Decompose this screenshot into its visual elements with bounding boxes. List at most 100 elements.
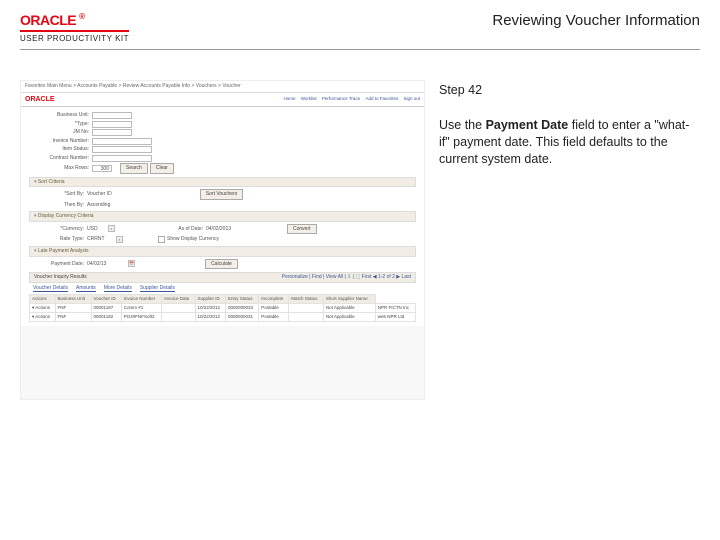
show-display-currency-checkbox[interactable]	[158, 236, 165, 243]
field-label: Item Status:	[29, 146, 89, 153]
input-field[interactable]	[92, 129, 132, 136]
search-button[interactable]: Search	[120, 163, 148, 174]
rate-type-field[interactable]: CRRNT	[87, 236, 115, 243]
form-row: JM No:	[29, 129, 416, 136]
table-cell: 00001187	[91, 303, 121, 312]
convert-button[interactable]: Convert	[287, 224, 317, 235]
table-cell	[289, 303, 324, 312]
app-brand: ORACLE	[25, 95, 55, 104]
link-worklist[interactable]: Worklist	[301, 96, 317, 101]
table-cell: Comm #1	[121, 303, 161, 312]
column-header[interactable]: Invoice Date	[162, 295, 195, 304]
field-label: Invoice Number:	[29, 138, 89, 145]
tab-amounts[interactable]: Amounts	[76, 285, 96, 293]
table-cell: Not Applicable	[323, 312, 375, 321]
link-perf-trace[interactable]: Performance Trace	[322, 96, 360, 101]
rate-type-label: Rate Type:	[29, 236, 84, 243]
form-row: Invoice Number:	[29, 138, 416, 145]
form-row: Contract Number:	[29, 155, 416, 162]
product-subtitle: USER PRODUCTIVITY KIT	[20, 30, 129, 43]
table-cell: 10/22/2012	[195, 303, 226, 312]
table-row[interactable]: ▾ ActionsFNF00001187Comm #110/22/2012000…	[30, 303, 416, 312]
column-header[interactable]: Business Unit	[55, 295, 91, 304]
calendar-icon[interactable]: 📅	[128, 260, 135, 267]
sort-by-label: *Sort By:	[29, 191, 84, 198]
field-label: Contract Number:	[29, 155, 89, 162]
input-field[interactable]	[92, 155, 152, 162]
field-label: JM No:	[29, 129, 89, 136]
results-grid: ActionsBusiness UnitVoucher IDInvoice Nu…	[29, 294, 416, 322]
page-header: ORACLE® USER PRODUCTIVITY KIT Reviewing …	[20, 12, 700, 50]
instruction-text: Use the Payment Date field to enter a "w…	[439, 117, 699, 168]
input-field[interactable]	[92, 146, 152, 153]
table-cell	[162, 312, 195, 321]
column-header[interactable]: Supplier ID	[195, 295, 226, 304]
input-field[interactable]	[92, 138, 152, 145]
currency-field[interactable]: USD	[87, 226, 107, 233]
payment-date-label: Payment Date:	[29, 261, 84, 268]
column-header[interactable]: Invoice Number	[121, 295, 161, 304]
oracle-logo: ORACLE®	[20, 12, 129, 28]
link-signout[interactable]: Sign out	[403, 96, 420, 101]
table-cell: 10/22/2012	[195, 312, 226, 321]
field-label: *Type:	[29, 121, 89, 128]
highlight-field-name: Payment Date	[486, 118, 569, 132]
form-row: Item Status:	[29, 146, 416, 153]
lookup-icon[interactable]: ⌕	[108, 225, 115, 232]
tab-supplier-details[interactable]: Supplier Details	[140, 285, 175, 293]
max-rows-label: Max Rows:	[29, 165, 89, 172]
column-header[interactable]: Entry Status	[226, 295, 259, 304]
column-header[interactable]: Short Supplier Name	[323, 295, 375, 304]
results-pager[interactable]: Personalize | Find | View All | ⇩ | ⬚ Fi…	[282, 274, 411, 281]
form-row: Business Unit:	[29, 112, 416, 119]
app-screenshot: Favorites Main Menu > Accounts Payable >…	[20, 80, 425, 400]
table-cell: ▾ Actions	[30, 312, 56, 321]
max-rows-field[interactable]: 300	[92, 165, 112, 172]
content-area: Favorites Main Menu > Accounts Payable >…	[20, 80, 700, 400]
table-cell: 0000000033	[226, 303, 259, 312]
max-rows-row: Max Rows: 300 Search Clear	[29, 163, 416, 174]
calculate-button[interactable]: Calculate	[205, 259, 238, 270]
sort-by-field[interactable]: Voucher ID	[87, 191, 127, 198]
column-header[interactable]: Match Status	[289, 295, 324, 304]
input-field[interactable]	[92, 121, 132, 128]
then-by-field[interactable]: Ascending	[87, 202, 127, 209]
section-sort-criteria[interactable]: Sort Criteria	[29, 177, 416, 188]
instruction-panel: Step 42 Use the Payment Date field to en…	[439, 80, 699, 168]
asof-field[interactable]: 04/02/2013	[206, 226, 246, 233]
results-tabs: Voucher Details Amounts More Details Sup…	[33, 285, 416, 293]
table-cell: FNF	[55, 312, 91, 321]
table-row[interactable]: ▾ ActionsFNF00001182PO4#FNFSoft210/22/20…	[30, 312, 416, 321]
asof-label: As of Date:	[158, 226, 203, 233]
text-before: Use the	[439, 118, 486, 132]
clear-button[interactable]: Clear	[150, 163, 174, 174]
lookup-icon[interactable]: ⌕	[116, 236, 123, 243]
link-home[interactable]: Home	[283, 96, 295, 101]
table-cell: Not Applicable	[323, 303, 375, 312]
table-cell	[289, 312, 324, 321]
table-cell: PO4#FNFSoft2	[121, 312, 161, 321]
breadcrumb: Favorites Main Menu > Accounts Payable >…	[21, 81, 424, 93]
trademark-dot: ®	[79, 12, 84, 21]
column-header[interactable]: Voucher ID	[91, 295, 121, 304]
currency-label: *Currency:	[29, 226, 84, 233]
table-cell: NPR FICTN Inc	[375, 303, 415, 312]
form-row: *Type:	[29, 121, 416, 128]
top-links: Home Worklist Performance Trace Add to F…	[279, 96, 420, 102]
brand-text: ORACLE	[20, 12, 76, 28]
column-header[interactable]: Incomplete	[259, 295, 289, 304]
section-display-currency[interactable]: Display Currency Criteria	[29, 211, 416, 222]
tab-more-details[interactable]: More Details	[104, 285, 132, 293]
payment-date-field[interactable]: 04/02/13	[87, 261, 127, 268]
input-field[interactable]	[92, 112, 132, 119]
section-late-payment[interactable]: Late Payment Analysis	[29, 246, 416, 257]
link-favorites[interactable]: Add to Favorites	[365, 96, 398, 101]
tab-voucher-details[interactable]: Voucher Details	[33, 285, 68, 293]
sort-vouchers-button[interactable]: Sort Vouchers	[200, 189, 243, 200]
column-header[interactable]: Actions	[30, 295, 56, 304]
app-top-bar: ORACLE Home Worklist Performance Trace A…	[21, 93, 424, 107]
table-cell: Postable	[259, 303, 289, 312]
logo-block: ORACLE® USER PRODUCTIVITY KIT	[20, 12, 129, 43]
page-title: Reviewing Voucher Information	[492, 12, 700, 29]
show-display-currency-label: Show Display Currency	[167, 236, 219, 243]
